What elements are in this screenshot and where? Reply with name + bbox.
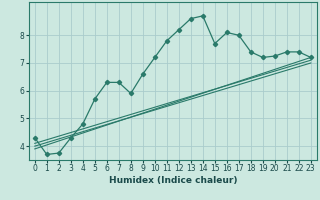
X-axis label: Humidex (Indice chaleur): Humidex (Indice chaleur): [108, 176, 237, 185]
